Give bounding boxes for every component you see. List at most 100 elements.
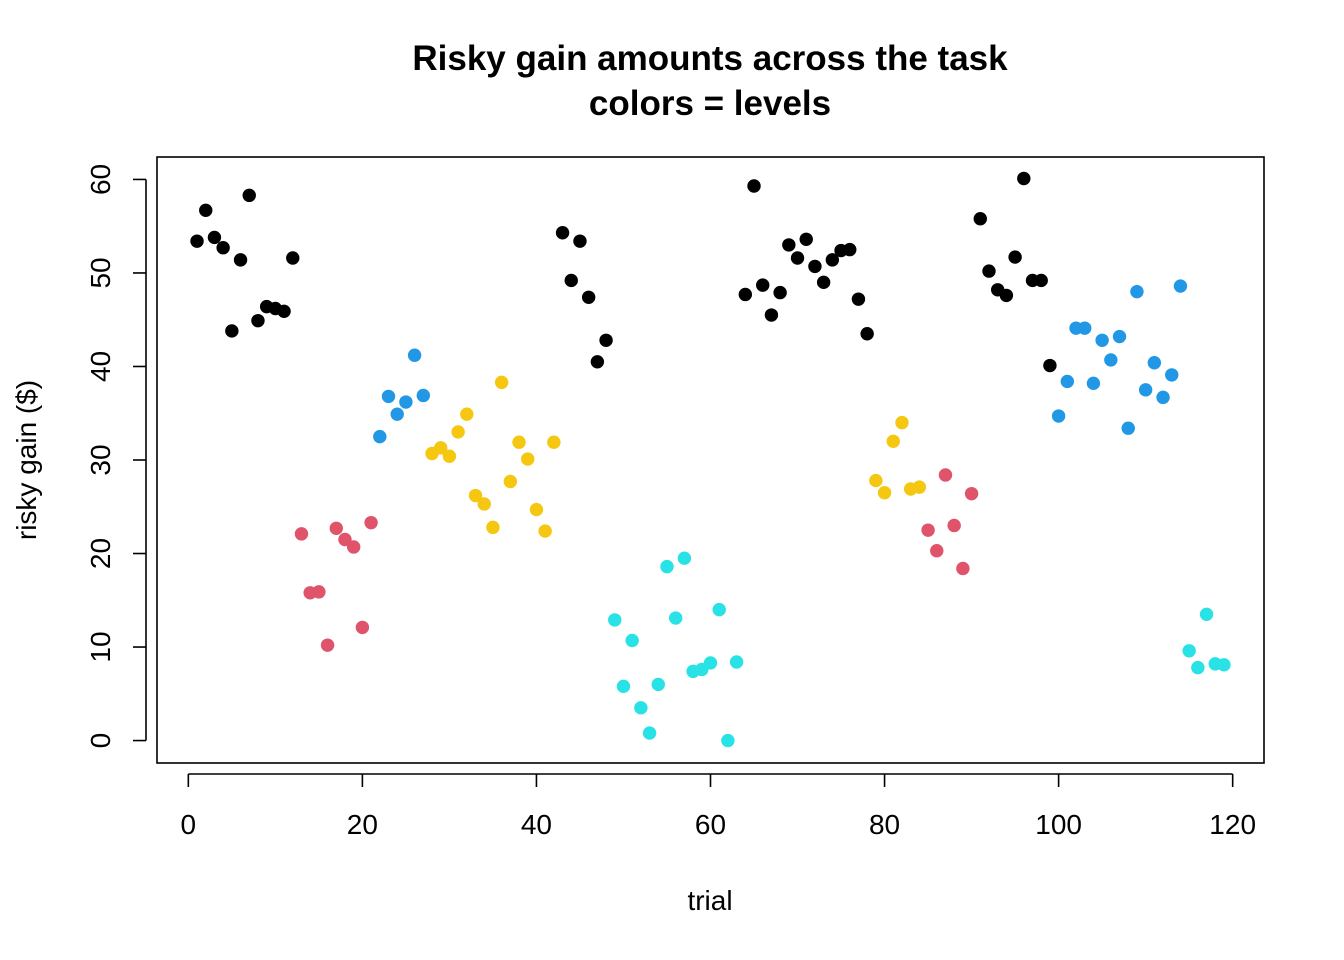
data-point: [1051, 409, 1066, 423]
data-point: [529, 502, 544, 517]
data-point: [651, 677, 665, 692]
data-point: [729, 655, 744, 669]
data-point: [1095, 333, 1109, 347]
data-point: [233, 253, 248, 267]
data-point: [843, 242, 857, 257]
data-point: [668, 611, 683, 625]
chart-title: Risky gain amounts across the task: [412, 39, 1008, 78]
data-point: [773, 285, 787, 300]
data-point: [1173, 279, 1188, 293]
data-point: [207, 230, 222, 245]
data-point: [808, 259, 822, 274]
y-axis: 0 10 20 30 40 50 60: [85, 164, 147, 749]
data-point: [1182, 644, 1196, 658]
data-point: [590, 355, 605, 369]
data-point: [294, 527, 309, 541]
data-point: [1086, 376, 1101, 391]
data-point: [477, 497, 491, 511]
data-point: [782, 238, 796, 252]
data-point: [930, 544, 944, 558]
data-point: [660, 559, 674, 574]
data-point: [1147, 356, 1162, 370]
data-point: [608, 613, 622, 627]
data-point: [1078, 321, 1092, 335]
data-point: [825, 253, 840, 267]
data-point: [364, 515, 378, 530]
y-tick-label: 10: [85, 631, 116, 662]
x-tick-label: 100: [1035, 809, 1082, 840]
data-point: [634, 701, 648, 715]
data-point: [286, 251, 300, 265]
data-point: [738, 287, 753, 302]
x-axis: 0 20 40 60 80 100 120: [181, 773, 1256, 840]
data-point: [1121, 421, 1135, 435]
data-point: [756, 278, 770, 292]
data-point: [625, 633, 639, 648]
data-point: [816, 275, 831, 290]
data-point: [442, 449, 457, 463]
data-point: [956, 561, 970, 576]
x-tick-label: 80: [869, 809, 900, 840]
data-point: [416, 388, 431, 403]
data-point: [451, 425, 465, 439]
data-point: [1034, 273, 1048, 288]
data-point: [555, 226, 570, 240]
data-point: [938, 468, 953, 482]
data-point: [1008, 250, 1022, 264]
x-tick-label: 20: [347, 809, 378, 840]
x-tick-label: 120: [1209, 809, 1256, 840]
data-point: [320, 638, 335, 652]
data-point: [512, 435, 526, 449]
x-tick-label: 60: [695, 809, 726, 840]
chart-subtitle: colors = levels: [589, 84, 831, 123]
data-point: [521, 452, 535, 466]
data-point: [399, 395, 413, 409]
data-point: [964, 486, 979, 501]
data-point: [1156, 390, 1170, 405]
data-point: [1191, 660, 1205, 675]
data-point: [346, 540, 361, 554]
data-point: [703, 656, 718, 670]
data-point: [616, 679, 631, 694]
data-point: [999, 288, 1014, 303]
data-point: [860, 327, 874, 341]
data-point: [190, 234, 204, 248]
data-point: [799, 232, 813, 246]
data-point: [373, 429, 387, 444]
data-point: [1043, 358, 1057, 373]
data-point: [486, 520, 500, 535]
data-point: [895, 415, 909, 430]
data-points: [190, 171, 1231, 748]
data-point: [338, 532, 352, 547]
data-point: [1130, 284, 1144, 299]
data-point: [329, 521, 343, 535]
data-point: [547, 435, 561, 449]
data-point: [460, 407, 474, 421]
data-point: [407, 348, 422, 362]
data-point: [721, 733, 735, 748]
data-point: [947, 518, 961, 533]
y-tick-label: 0: [85, 733, 116, 749]
data-point: [468, 488, 483, 503]
y-tick-label: 40: [85, 351, 116, 382]
data-point: [216, 241, 230, 255]
data-point: [712, 602, 726, 617]
data-point: [538, 524, 552, 538]
y-tick-label: 60: [85, 164, 116, 195]
data-point: [242, 188, 256, 203]
data-point: [851, 292, 866, 306]
data-point: [312, 585, 326, 599]
x-axis-label: trial: [687, 885, 732, 916]
data-point: [199, 203, 213, 218]
data-point: [877, 486, 892, 500]
data-point: [573, 234, 587, 248]
data-point: [1017, 171, 1031, 186]
y-axis-label: risky gain ($): [11, 380, 42, 540]
data-point: [982, 264, 996, 278]
data-point: [886, 434, 900, 448]
data-point: [503, 474, 518, 489]
data-point: [869, 473, 883, 488]
data-point: [1165, 368, 1179, 382]
data-point: [1217, 658, 1231, 672]
